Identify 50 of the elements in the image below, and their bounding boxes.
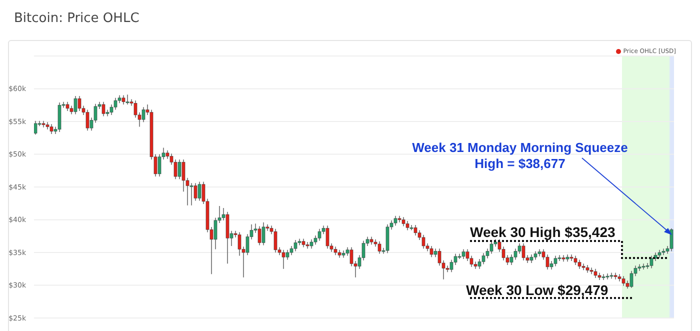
candlestick: [286, 249, 290, 260]
candlestick: [102, 101, 106, 117]
candlestick: [74, 96, 78, 115]
candlestick: [570, 254, 574, 262]
candlestick: [650, 255, 654, 269]
candlestick: [430, 246, 434, 258]
candlestick: [578, 259, 582, 270]
annotation: Week 30 Low $29,479: [466, 282, 608, 298]
candlestick: [66, 101, 70, 112]
candlestick: [294, 240, 298, 252]
candlestick: [606, 273, 610, 280]
candlestick: [386, 224, 390, 254]
candlestick: [574, 255, 578, 266]
candlestick: [554, 255, 558, 267]
candlestick: [78, 96, 82, 112]
candlestick: [50, 124, 54, 134]
chart-title: Bitcoin: Price OHLC: [14, 11, 140, 26]
candlestick: [414, 224, 418, 236]
candlestick: [142, 106, 146, 123]
candlestick: [310, 239, 314, 249]
candlestick: [274, 228, 278, 253]
candlestick: [406, 220, 410, 231]
candlestick: [490, 240, 494, 254]
candlestick: [86, 109, 90, 132]
candlestick: [122, 94, 126, 105]
candlestick: [482, 252, 486, 265]
candlestick: [394, 215, 398, 226]
candlestick: [126, 94, 130, 105]
candlestick: [194, 182, 198, 202]
candlestick: [462, 248, 466, 260]
candlestick: [378, 240, 382, 254]
candlestick: [422, 234, 426, 249]
candlestick: [522, 242, 526, 261]
candlestick: [642, 263, 646, 270]
annotation: Week 31 Monday Morning Squeeze High = $38,677: [412, 140, 628, 171]
candlestick: [178, 159, 182, 180]
candlestick: [326, 225, 330, 249]
candlestick: [282, 249, 286, 270]
candlestick: [226, 211, 230, 264]
candlestick: [318, 228, 322, 242]
annotation: Week 30 High $35,423: [470, 224, 616, 240]
candlestick: [402, 216, 406, 227]
candlestick: [594, 268, 598, 278]
candlestick: [622, 276, 626, 286]
candlestick: [34, 120, 38, 135]
candlestick: [602, 274, 606, 280]
candlestick: [262, 222, 266, 246]
candlestick: [670, 228, 674, 252]
candlestick: [258, 226, 262, 246]
candlestick: [198, 181, 202, 202]
